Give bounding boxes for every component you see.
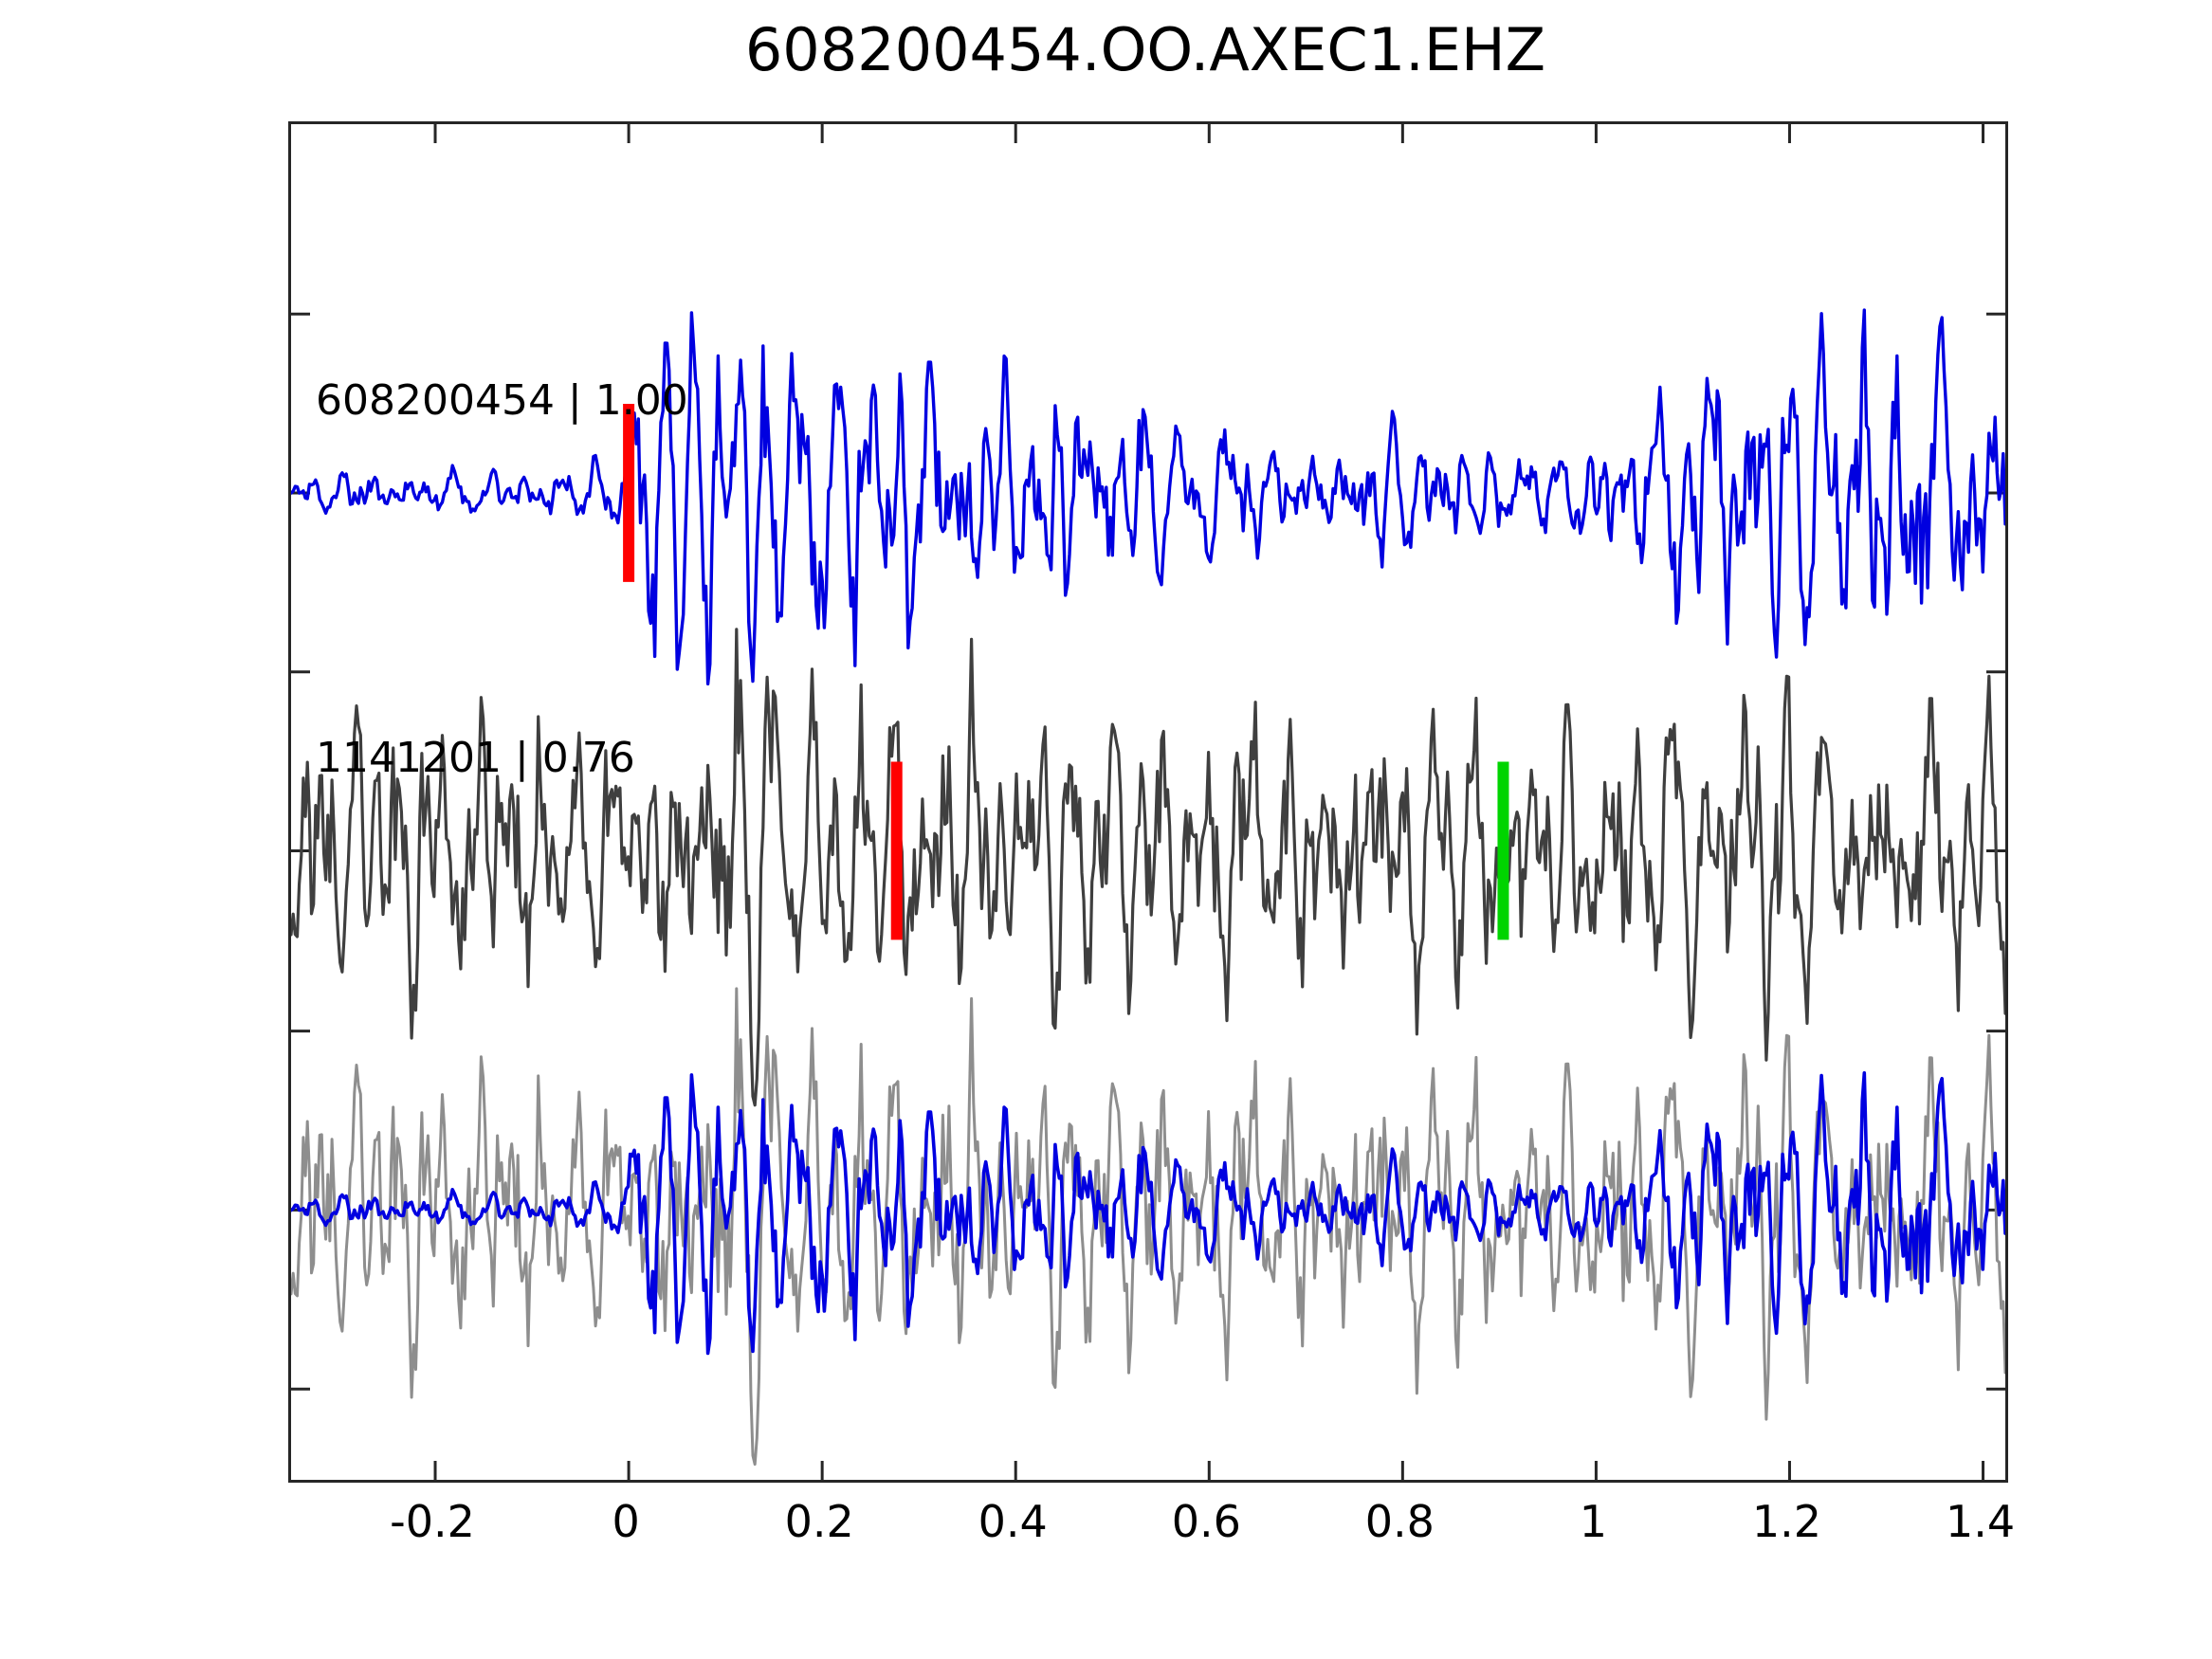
x-tick-label: 1.2 <box>1751 1496 1822 1547</box>
figure-title: 608200454.OO.AXEC1.EHZ <box>744 15 1546 84</box>
detection-trace <box>291 628 2005 1107</box>
x-tick-label: 0 <box>612 1496 640 1547</box>
x-tick-label: 0.4 <box>978 1496 1048 1547</box>
x-tick-label: 0.8 <box>1364 1496 1435 1547</box>
plot-area: 608200454 | 1.00 1141201 | 0.76 <box>288 121 2008 1483</box>
overlay-trace <box>291 1070 2005 1356</box>
x-tick-label: 1 <box>1579 1496 1608 1547</box>
waveform-canvas <box>291 124 2005 1480</box>
x-tick-label: 1.4 <box>1945 1496 2016 1547</box>
template-trace <box>291 308 2005 686</box>
detection-trace-label: 1141201 | 0.76 <box>316 734 635 783</box>
template-trace-label: 608200454 | 1.00 <box>316 375 688 425</box>
x-tick-label: 0.2 <box>784 1496 854 1547</box>
overlay-trace <box>291 987 2005 1467</box>
x-tick-label: 0.6 <box>1171 1496 1241 1547</box>
x-tick-label: -0.2 <box>390 1496 475 1547</box>
